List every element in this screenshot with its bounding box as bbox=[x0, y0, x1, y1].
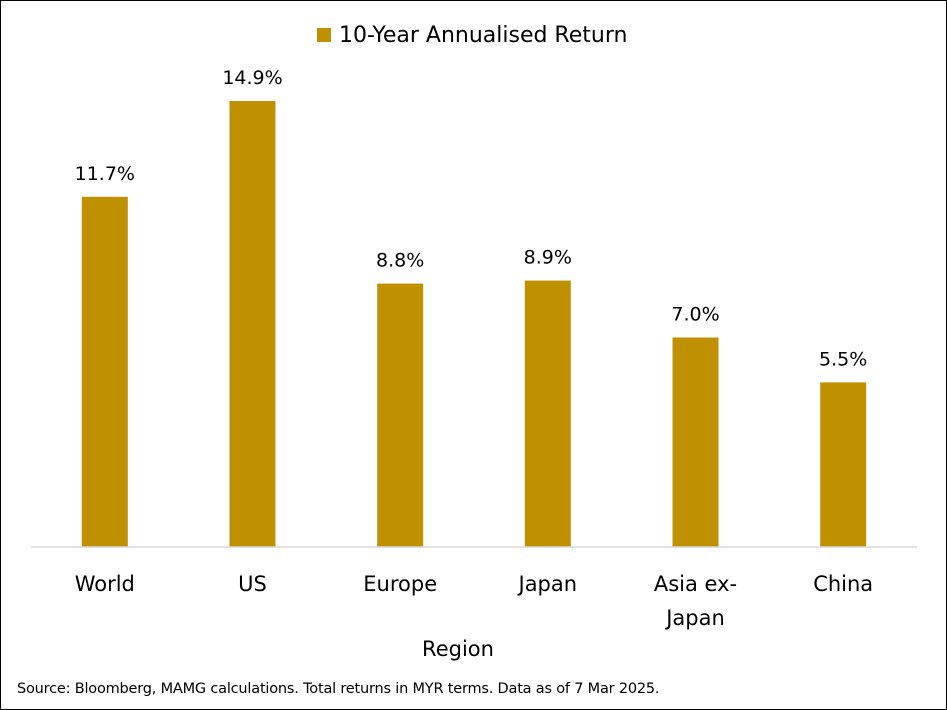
category-label: China bbox=[813, 572, 873, 596]
bar-asia-ex-japan bbox=[672, 337, 719, 547]
bar-world bbox=[81, 196, 128, 548]
data-label: 7.0% bbox=[671, 304, 719, 326]
data-label: 11.7% bbox=[75, 163, 135, 185]
legend-label: 10-Year Annualised Return bbox=[339, 23, 627, 48]
category-label: World bbox=[75, 572, 135, 596]
data-label: 8.9% bbox=[524, 247, 572, 269]
data-label: 5.5% bbox=[819, 348, 867, 370]
bar-us bbox=[229, 101, 276, 547]
legend: 10-Year Annualised Return bbox=[317, 23, 627, 48]
bars-group bbox=[81, 101, 867, 548]
data-labels-group: 11.7% 14.9% 8.8% 8.9% 7.0% 5.5% bbox=[75, 67, 868, 370]
category-label: Japan bbox=[517, 572, 578, 596]
data-label: 14.9% bbox=[222, 67, 282, 89]
x-axis-title: Region bbox=[422, 637, 494, 661]
category-label: Europe bbox=[363, 572, 437, 596]
category-label: Asia ex- bbox=[654, 572, 737, 596]
bar-japan bbox=[524, 280, 571, 547]
legend-swatch bbox=[317, 28, 331, 42]
category-label: US bbox=[238, 572, 267, 596]
bar-europe bbox=[377, 283, 424, 547]
category-labels-group: World US Europe Japan Asia ex- Japan China bbox=[75, 572, 873, 630]
data-label: 8.8% bbox=[376, 250, 424, 272]
bar-china bbox=[820, 382, 867, 547]
source-note: Source: Bloomberg, MAMG calculations. To… bbox=[17, 681, 660, 697]
category-label: Japan bbox=[664, 606, 725, 630]
